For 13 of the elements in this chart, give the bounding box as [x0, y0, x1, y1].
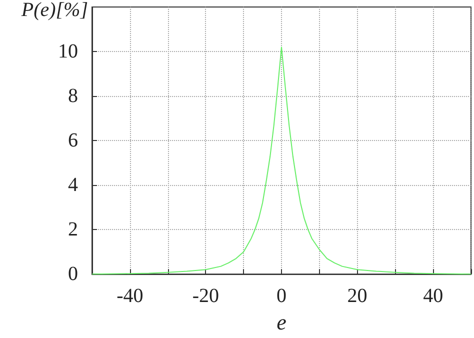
y-axis-title: P(e)[%] — [20, 0, 88, 21]
y-tick-label: 10 — [58, 40, 78, 63]
x-tick-label: 20 — [347, 285, 368, 308]
x-tick-label: -20 — [192, 285, 220, 308]
x-tick-label: -40 — [116, 285, 144, 308]
y-tick-label: 6 — [68, 130, 78, 152]
y-tick-label: 2 — [68, 218, 78, 241]
x-tick-label: 40 — [423, 285, 444, 308]
x-tick-label: 0 — [276, 285, 286, 308]
y-tick-label: 0 — [68, 263, 78, 286]
y-tick-label: 8 — [68, 85, 78, 108]
x-axis-title: e — [276, 310, 287, 334]
y-tick-label: 4 — [68, 174, 78, 196]
